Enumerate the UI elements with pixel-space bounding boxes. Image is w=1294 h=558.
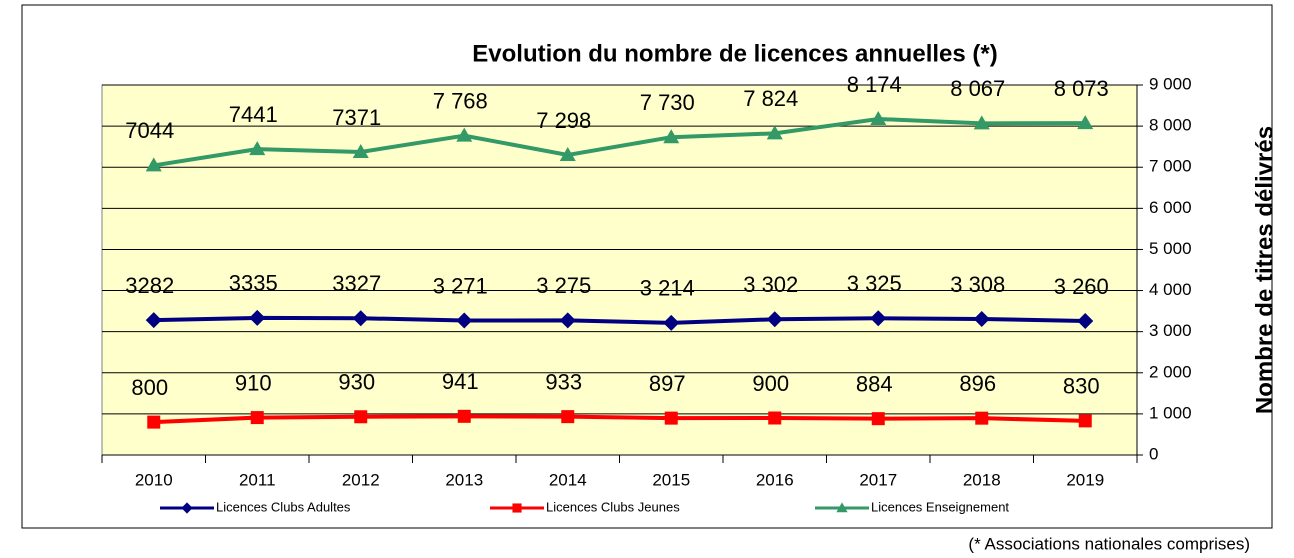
y-tick-label: 7 000: [1149, 157, 1192, 176]
data-point: [559, 146, 576, 161]
x-tick-label: 2019: [1066, 470, 1104, 489]
y-tick-label: 8 000: [1149, 116, 1192, 135]
data-label: 3 308: [950, 272, 1005, 297]
x-tick-label: 2015: [652, 470, 690, 489]
data-point: [975, 411, 989, 425]
data-point: [457, 409, 471, 423]
data-point: [870, 310, 887, 327]
data-point: [249, 309, 266, 326]
data-point: [145, 157, 162, 172]
data-label: 7 768: [433, 88, 488, 113]
x-tick-label: 2011: [239, 470, 276, 489]
data-label: 3 271: [433, 273, 488, 298]
y-tick-label: 5 000: [1149, 239, 1192, 258]
legend-marker: [836, 502, 848, 513]
data-point: [352, 143, 369, 158]
series-line: [153, 414, 1086, 425]
data-label: 3 214: [640, 276, 695, 301]
legend-label: Licences Clubs Adultes: [216, 499, 351, 514]
data-label: 896: [959, 371, 996, 396]
x-tick-label: 2013: [445, 470, 483, 489]
data-label: 7 730: [640, 90, 695, 115]
data-point: [456, 127, 473, 142]
x-tick-label: 2012: [342, 470, 380, 489]
data-label: 830: [1063, 374, 1100, 399]
data-point: [766, 125, 783, 140]
data-label: 933: [545, 369, 582, 394]
data-label: 7044: [125, 118, 174, 143]
series-line: [153, 315, 1086, 325]
data-label: 7371: [332, 105, 381, 130]
data-label: 900: [752, 371, 789, 396]
data-label: 8 073: [1054, 76, 1109, 101]
legend-label: Licences Clubs Jeunes: [546, 499, 680, 514]
legend-marker: [181, 502, 193, 514]
y-tick-label: 9 000: [1149, 74, 1192, 93]
data-label: 884: [856, 371, 893, 396]
data-point: [870, 110, 887, 125]
x-tick-label: 2014: [549, 470, 587, 489]
data-point: [871, 412, 885, 426]
y-axis-label: Nombre de titres délivrés: [1251, 126, 1278, 414]
data-label: 800: [131, 375, 168, 400]
x-tick-label: 2010: [135, 470, 173, 489]
chart-title: Evolution du nombre de licences annuelle…: [472, 40, 997, 67]
data-label: 7441: [229, 102, 278, 127]
data-label: 930: [338, 370, 375, 395]
data-label: 3 325: [847, 271, 902, 296]
data-label: 7 298: [536, 108, 591, 133]
data-point: [1077, 115, 1094, 130]
data-label: 910: [235, 370, 272, 395]
data-point: [559, 312, 576, 329]
x-tick-label: 2016: [756, 470, 794, 489]
y-tick-label: 4 000: [1149, 280, 1192, 299]
data-point: [664, 411, 678, 425]
data-point: [456, 312, 473, 329]
data-point: [1077, 312, 1094, 329]
data-point: [663, 129, 680, 144]
data-label: 7 824: [743, 86, 798, 111]
data-point: [973, 115, 990, 130]
y-tick-label: 6 000: [1149, 198, 1192, 217]
data-label: 3327: [332, 271, 381, 296]
data-point: [354, 410, 368, 424]
data-point: [145, 312, 162, 329]
data-point: [768, 411, 782, 425]
data-point: [147, 415, 161, 429]
y-tick-label: 2 000: [1149, 362, 1192, 381]
footnote: (* Associations nationales comprises): [968, 534, 1250, 553]
data-label: 8 174: [847, 72, 902, 97]
data-point: [250, 411, 264, 425]
data-point: [352, 310, 369, 327]
data-point: [663, 314, 680, 331]
data-point: [249, 141, 266, 156]
legend-marker: [512, 503, 522, 513]
data-label: 3 302: [743, 272, 798, 297]
data-label: 897: [649, 371, 686, 396]
data-label: 8 067: [950, 76, 1005, 101]
data-label: 3 260: [1054, 274, 1109, 299]
data-label: 3 275: [536, 273, 591, 298]
data-label: 941: [442, 369, 479, 394]
data-point: [1078, 414, 1092, 428]
x-tick-label: 2017: [859, 470, 897, 489]
x-tick-label: 2018: [963, 470, 1001, 489]
series-line: [153, 116, 1086, 168]
data-label: 3282: [125, 273, 174, 298]
y-tick-label: 0: [1149, 444, 1158, 463]
legend-label: Licences Enseignement: [871, 499, 1009, 514]
data-point: [973, 311, 990, 328]
data-label: 3335: [229, 271, 278, 296]
y-tick-label: 1 000: [1149, 403, 1192, 422]
data-point: [561, 410, 575, 424]
y-tick-label: 3 000: [1149, 321, 1192, 340]
data-point: [766, 311, 783, 328]
